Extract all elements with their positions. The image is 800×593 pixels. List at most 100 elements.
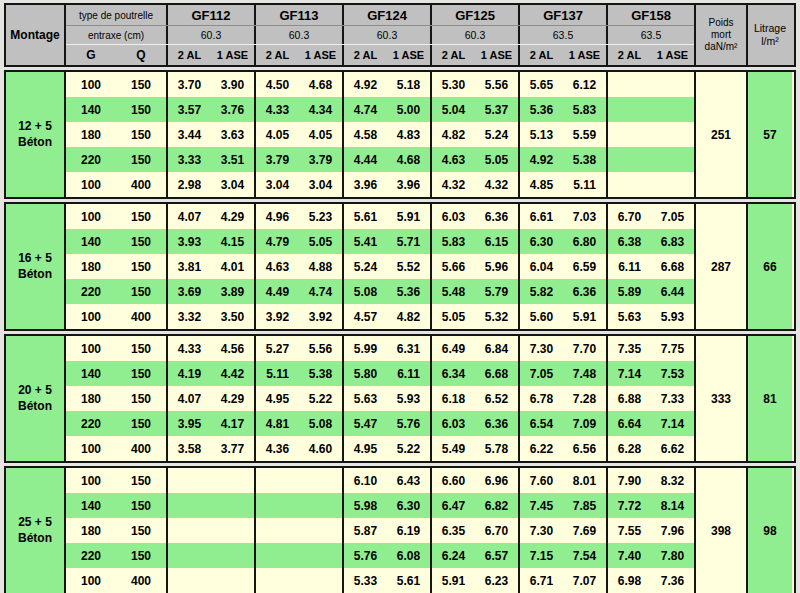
load-value-cell: 5.22 xyxy=(387,436,430,461)
al-column-header: 2 AL xyxy=(608,49,651,61)
load-value-cell xyxy=(651,72,694,97)
load-value-cell xyxy=(651,172,694,197)
girder-name-cell: GF158 xyxy=(606,5,694,25)
table-row: 2201505.766.086.246.577.157.547.407.80 xyxy=(66,543,694,568)
load-value-cell: 5.96 xyxy=(475,254,518,279)
girder-value-group: 7.457.85 xyxy=(518,493,606,518)
entraxe-value-cell: 63.5 xyxy=(518,26,606,44)
load-value-cell: 7.53 xyxy=(651,361,694,386)
girder-value-group: 6.306.80 xyxy=(518,229,606,254)
load-value-cell: 5.37 xyxy=(475,97,518,122)
load-value-cell: 4.82 xyxy=(387,304,430,329)
table-row: 1001504.334.565.275.565.996.316.496.847.… xyxy=(66,336,694,361)
block-rows: 1001504.074.294.965.235.615.916.036.366.… xyxy=(66,204,694,329)
load-value-cell: 6.44 xyxy=(651,279,694,304)
entraxe-value-cell: 60.3 xyxy=(166,26,254,44)
load-value-cell: 4.34 xyxy=(299,97,342,122)
girder-value-group xyxy=(166,543,254,568)
load-value-cell: 6.59 xyxy=(563,254,606,279)
load-value-cell: 5.65 xyxy=(520,72,563,97)
girder-value-group: 4.635.05 xyxy=(430,147,518,172)
load-value-cell: 6.22 xyxy=(520,436,563,461)
load-value-cell: 6.49 xyxy=(432,336,475,361)
load-value-cell: 4.88 xyxy=(299,254,342,279)
load-value-cell: 7.30 xyxy=(520,518,563,543)
load-value-cell: 7.30 xyxy=(520,336,563,361)
load-value-cell: 4.56 xyxy=(211,336,254,361)
load-value-cell: 7.05 xyxy=(651,204,694,229)
load-value-cell: 4.19 xyxy=(168,361,211,386)
load-value-cell: 3.04 xyxy=(211,172,254,197)
load-value-cell: 3.33 xyxy=(168,147,211,172)
litrage-value: 81 xyxy=(746,336,792,461)
load-value-cell: 3.58 xyxy=(168,436,211,461)
q-value-cell: 150 xyxy=(116,72,166,97)
load-value-cell: 4.17 xyxy=(211,411,254,436)
load-value-cell: 5.83 xyxy=(563,97,606,122)
load-value-cell: 3.96 xyxy=(344,172,387,197)
load-value-cell: 5.33 xyxy=(344,568,387,593)
poids-mort-value: 251 xyxy=(694,72,746,197)
litrage-header: Litragel/m² xyxy=(746,5,792,65)
load-value-cell: 5.66 xyxy=(432,254,475,279)
g-column-header: G xyxy=(66,48,116,62)
girder-value-group: 4.494.74 xyxy=(254,279,342,304)
entraxe-value-cell: 63.5 xyxy=(606,26,694,44)
load-value-cell: 7.36 xyxy=(651,568,694,593)
load-value-cell xyxy=(211,518,254,543)
load-value-cell: 3.76 xyxy=(211,97,254,122)
load-value-cell: 6.68 xyxy=(475,361,518,386)
girder-value-group: 4.364.60 xyxy=(254,436,342,461)
load-value-cell: 6.56 xyxy=(563,436,606,461)
girder-value-group: 6.717.07 xyxy=(518,568,606,593)
girder-value-group: 5.135.59 xyxy=(518,122,606,147)
load-value-cell: 3.63 xyxy=(211,122,254,147)
load-value-cell: 6.30 xyxy=(387,493,430,518)
load-value-cell xyxy=(256,518,299,543)
load-value-cell: 4.05 xyxy=(256,122,299,147)
g-value-cell: 100 xyxy=(66,172,116,197)
load-value-cell: 3.77 xyxy=(211,436,254,461)
g-value-cell: 100 xyxy=(66,468,116,493)
entraxe-value-cell: 60.3 xyxy=(254,26,342,44)
poids-mort-header-line: Poids xyxy=(708,17,733,29)
load-value-cell: 7.75 xyxy=(651,336,694,361)
load-value-cell: 5.49 xyxy=(432,436,475,461)
load-value-cell: 3.95 xyxy=(168,411,211,436)
ase-column-header: 1 ASE xyxy=(475,49,518,61)
load-value-cell: 7.35 xyxy=(608,336,651,361)
girder-value-group: 6.606.96 xyxy=(430,468,518,493)
type-de-poutrelle-label: type de poutrelle xyxy=(66,10,166,21)
girder-value-group: 4.074.29 xyxy=(166,386,254,411)
load-value-cell: 5.56 xyxy=(475,72,518,97)
load-value-cell: 5.30 xyxy=(432,72,475,97)
load-value-cell: 6.31 xyxy=(387,336,430,361)
girder-value-group xyxy=(254,543,342,568)
girder-name-cell: GF137 xyxy=(518,5,606,25)
load-value-cell: 6.04 xyxy=(520,254,563,279)
load-value-cell xyxy=(299,468,342,493)
ase-column-header: 1 ASE xyxy=(299,49,342,61)
load-value-cell: 5.63 xyxy=(608,304,651,329)
girder-value-group: 4.574.82 xyxy=(342,304,430,329)
al-column-header: 2 AL xyxy=(344,49,387,61)
load-value-cell: 5.56 xyxy=(299,336,342,361)
load-value-cell: 6.03 xyxy=(432,411,475,436)
load-value-cell: 5.48 xyxy=(432,279,475,304)
load-value-cell: 3.93 xyxy=(168,229,211,254)
load-value-cell xyxy=(608,122,651,147)
q-value-cell: 150 xyxy=(116,279,166,304)
load-value-cell: 2.98 xyxy=(168,172,211,197)
load-value-cell: 3.70 xyxy=(168,72,211,97)
load-value-cell: 4.58 xyxy=(344,122,387,147)
load-value-cell: 3.79 xyxy=(299,147,342,172)
load-value-cell: 4.79 xyxy=(256,229,299,254)
load-value-cell: 6.43 xyxy=(387,468,430,493)
load-value-cell: 5.00 xyxy=(387,97,430,122)
q-column-header: Q xyxy=(116,48,166,62)
girder-subheader-cell: 2 AL1 ASE xyxy=(342,45,430,65)
girder-value-group: 7.307.69 xyxy=(518,518,606,543)
girder-value-group: 6.787.28 xyxy=(518,386,606,411)
poids-mort-header: PoidsmortdaN/m² xyxy=(694,5,746,65)
load-value-cell: 4.96 xyxy=(256,204,299,229)
